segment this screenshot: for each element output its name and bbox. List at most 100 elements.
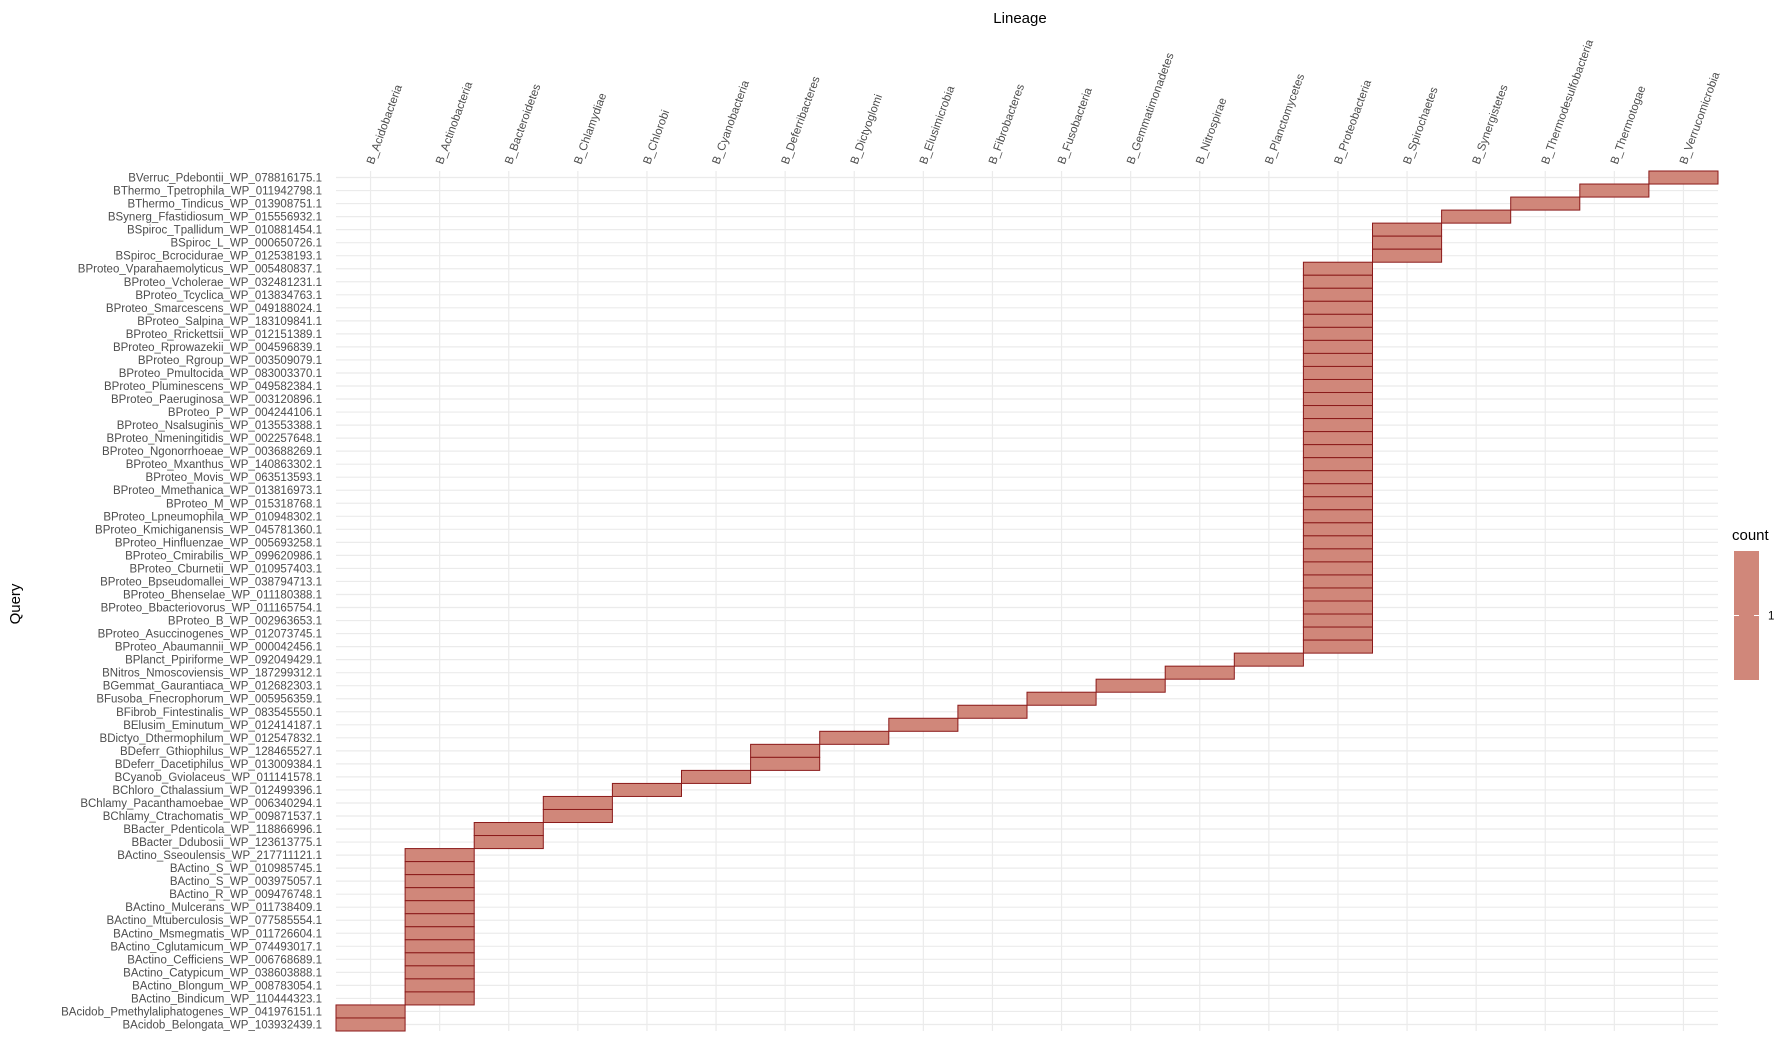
heatmap-cell	[1302, 457, 1374, 472]
y-tick-label: BThermo_Tindicus_WP_013908751.1	[127, 199, 322, 211]
heatmap-cell	[1302, 313, 1374, 328]
x-axis-title: Lineage	[993, 10, 1046, 27]
y-tick-label: BProteo_Rgroup_WP_003509079.1	[138, 355, 322, 367]
x-tick-label: B_Thermodesulfobacteria	[1540, 38, 1597, 166]
heatmap-cell	[404, 952, 475, 967]
heatmap-cell	[1510, 196, 1581, 211]
x-tick-label: B_Spirochaetes	[1402, 85, 1441, 166]
heatmap-cell	[1302, 274, 1374, 289]
y-tick-label: BFibrob_Fintestinalis_WP_083545550.1	[116, 707, 322, 719]
y-tick-label: BActino_S_WP_010985745.1	[170, 863, 322, 875]
heatmap-cell	[681, 769, 752, 784]
heatmap-cell	[1302, 392, 1374, 407]
y-tick-label: BProteo_P_WP_004244106.1	[168, 407, 322, 419]
grid-lines	[336, 171, 1718, 1031]
y-tick-label: BProteo_Kmichiganensis_WP_045781360.1	[95, 524, 322, 536]
x-tick-label: B_Deferribacteres	[780, 75, 823, 166]
heatmap-cell	[1302, 378, 1374, 394]
y-tick-label: BPlanct_Ppiriforme_WP_092049429.1	[125, 655, 322, 667]
y-tick-label: BProteo_Vcholerae_WP_032481231.1	[124, 277, 322, 289]
heatmap-cell	[473, 822, 544, 837]
heatmap-cell	[404, 913, 475, 928]
y-tick-label: BProteo_Movis_WP_063513593.1	[146, 472, 322, 484]
y-tick-label: BProteo_Pmultocida_WP_083003370.1	[119, 368, 322, 380]
y-tick-label: BProteo_Rrickettsii_WP_012151389.1	[126, 329, 322, 341]
heatmap-cell	[1302, 287, 1374, 302]
heatmap-cell	[1302, 470, 1374, 485]
heatmap-cell	[1302, 496, 1374, 511]
heatmap-cell	[404, 874, 475, 889]
heatmap-cell	[1302, 574, 1374, 589]
y-tick-label: BSpiroc_Tpallidum_WP_010881454.1	[127, 225, 322, 237]
y-tick-label: BProteo_Lpneumophila_WP_010948302.1	[103, 511, 322, 523]
heatmap-cell	[335, 1017, 406, 1032]
y-tick-label: BChlamy_Pacanthamoebae_WP_006340294.1	[80, 798, 322, 810]
y-tick-label: BActino_R_WP_009476748.1	[169, 889, 322, 901]
x-tick-label: B_Synergistetes	[1471, 83, 1511, 166]
heatmap-cell	[1302, 261, 1374, 276]
y-tick-label: BChlamy_Ctrachomatis_WP_009871537.1	[103, 811, 322, 823]
y-tick-label: BThermo_Tpetrophila_WP_011942798.1	[113, 186, 322, 198]
y-tick-label: BProteo_Ngonorrhoeae_WP_003688269.1	[102, 446, 322, 458]
heatmap-cell	[1579, 183, 1650, 198]
y-tick-label: BProteo_Nsalsuginis_WP_013553388.1	[117, 420, 322, 432]
heatmap-cell	[1648, 170, 1719, 185]
y-tick-label: BProteo_Mxanthus_WP_140863302.1	[126, 459, 322, 471]
legend: count 1	[1732, 527, 1774, 680]
y-tick-label: BSpiroc_L_WP_000650726.1	[170, 238, 322, 250]
y-tick-label: BAcidob_Pmethylaliphatogenes_WP_04197615…	[61, 1006, 322, 1018]
heatmap-cell	[888, 717, 959, 732]
heatmap-cell	[1302, 535, 1374, 550]
y-tick-label: BGemmat_Gaurantiaca_WP_012682303.1	[103, 681, 322, 693]
x-tick-label: B_Chlorobi	[641, 108, 672, 166]
y-tick-label: BElusim_Eminutum_WP_012414187.1	[123, 720, 322, 732]
y-tick-label: BActino_Catypicum_WP_038603888.1	[123, 967, 322, 979]
legend-title: count	[1732, 527, 1770, 544]
y-tick-label: BActino_S_WP_003975057.1	[170, 876, 322, 888]
y-tick-label: BProteo_Rprowazekii_WP_004596839.1	[113, 342, 322, 354]
y-tick-label: BProteo_Hinfluenzae_WP_005693258.1	[115, 537, 322, 549]
heatmap-cell	[1302, 326, 1374, 341]
x-tick-label: B_Planctomycetes	[1263, 72, 1307, 166]
heatmap-cell	[1302, 352, 1374, 367]
y-tick-label: BActino_Bindicum_WP_110444323.1	[131, 993, 322, 1005]
y-tick-label: BActino_Cefficiens_WP_006768689.1	[127, 954, 322, 966]
heatmap-cell	[1372, 235, 1443, 250]
heatmap-cell	[819, 730, 890, 745]
y-tick-label: BProteo_Paeruginosa_WP_003120896.1	[111, 394, 322, 406]
x-tick-label: B_Fusobacteria	[1056, 86, 1095, 166]
heatmap-cell	[1372, 222, 1443, 237]
heatmap-cell	[1302, 483, 1374, 498]
x-tick-label: B_Proteobacteria	[1332, 78, 1374, 166]
x-tick-labels: B_Acidobacteria B_Actinobacteria B_Bactero…	[365, 38, 1723, 166]
y-tick-label: BProteo_Salpina_WP_183109841.1	[137, 316, 322, 328]
y-tick-label: BSpiroc_Bcrocidurae_WP_012538193.1	[116, 251, 323, 263]
heatmap-cell	[1302, 626, 1374, 641]
y-tick-label: BBacter_Ddubosii_WP_123613775.1	[131, 837, 322, 849]
y-tick-label: BNitros_Nmoscoviensis_WP_187299312.1	[102, 668, 322, 680]
heatmap-cell	[1302, 365, 1374, 380]
heatmap-cell	[1164, 665, 1235, 680]
heatmap-cell	[750, 756, 821, 771]
heatmap-cell	[1302, 587, 1374, 602]
y-tick-label: BProteo_Mmethanica_WP_013816973.1	[113, 485, 322, 497]
x-tick-label: B_Actinobacteria	[434, 80, 475, 166]
heatmap-cell	[1302, 639, 1374, 654]
y-tick-label: BProteo_Bhenselae_WP_011180388.1	[123, 589, 322, 601]
heatmap-cell	[1233, 652, 1304, 667]
heatmap-cell	[1302, 405, 1374, 420]
heatmap-cell	[404, 939, 475, 954]
y-tick-label: BProteo_Pluminescens_WP_049582384.1	[104, 381, 322, 393]
y-tick-label: BActino_Cglutamicum_WP_074493017.1	[110, 941, 322, 953]
heatmap-cell	[1302, 522, 1374, 537]
y-tick-label: BSynerg_Ffastidiosum_WP_015556932.1	[108, 212, 322, 224]
y-tick-label: BProteo_Bbacteriovorus_WP_011165754.1	[101, 603, 322, 615]
x-tick-label: B_Acidobacteria	[365, 83, 405, 166]
heatmap-cell	[1302, 418, 1374, 433]
heatmap-cell	[1302, 300, 1374, 315]
x-tick-label: B_Nitrospirae	[1194, 96, 1229, 166]
heatmap-cell	[404, 861, 475, 876]
x-tick-label: B_Chlamydiae	[572, 92, 609, 166]
x-tick-label: B_Bacteroidetes	[503, 82, 543, 166]
